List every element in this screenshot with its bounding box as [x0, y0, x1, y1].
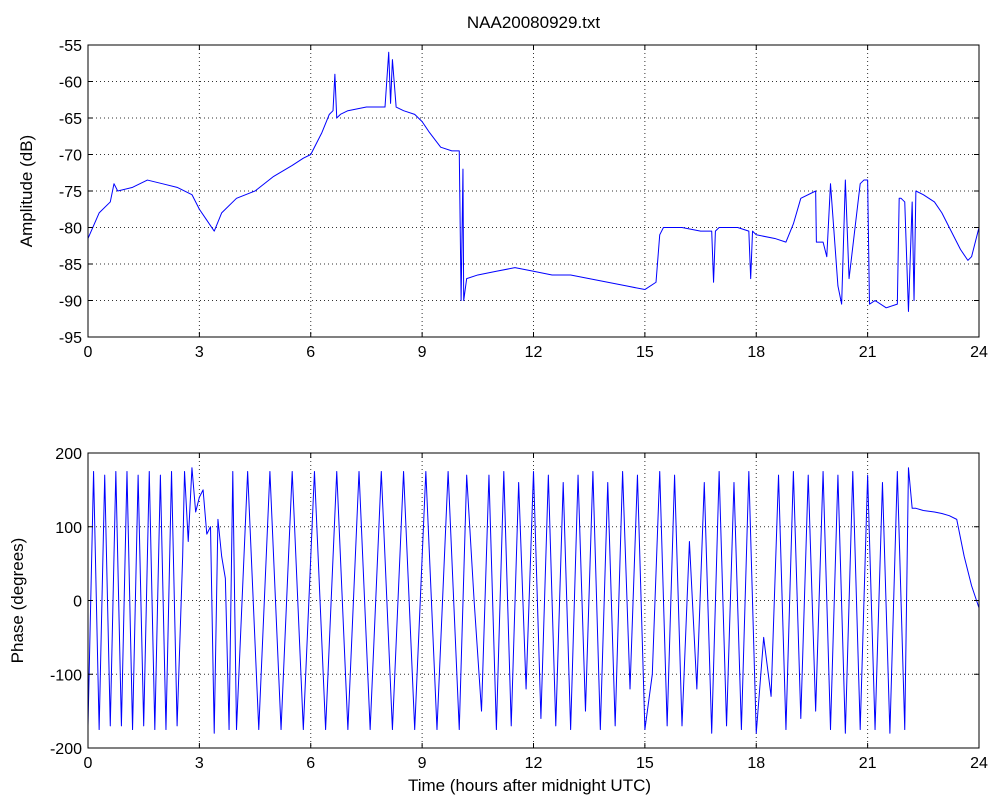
amplitude-xtick-label: 3 [195, 344, 204, 361]
amplitude-xtick-label: 24 [970, 344, 988, 361]
phase-xtick-label: 24 [970, 755, 988, 772]
phase-xtick-label: 15 [636, 755, 654, 772]
amplitude-xtick-label: 0 [84, 344, 93, 361]
phase-ytick-label: -100 [50, 667, 82, 684]
phase-series-group [87, 467, 980, 734]
phase-xtick-label: 3 [195, 755, 204, 772]
amplitude-ylabel: Amplitude (dB) [17, 135, 36, 247]
amplitude-ytick-label: -55 [59, 38, 82, 55]
chart-title: NAA20080929.txt [467, 13, 601, 32]
amplitude-xtick-label: 12 [525, 344, 543, 361]
phase-ytick-label: 0 [73, 594, 82, 611]
amplitude-series-line [87, 51, 980, 312]
amplitude-ytick-label: -90 [59, 294, 82, 311]
amplitude-ytick-label: -65 [59, 111, 82, 128]
amplitude-xtick-label: 6 [306, 344, 315, 361]
amplitude-ticks: 0 3 6 9 12 15 18 21 24 -55 -60 -65 -70 -75 -80 -85 -90 -9… [59, 38, 988, 361]
amplitude-xtick-label: 9 [418, 344, 427, 361]
phase-xtick-label: 12 [525, 755, 543, 772]
amplitude-series-group [87, 51, 980, 312]
phase-panel: 0 3 6 9 12 15 18 21 24 200 100 0 -100 -200 Time (hour… [8, 446, 988, 795]
amplitude-xtick-label: 18 [747, 344, 765, 361]
phase-series-line [87, 467, 980, 734]
amplitude-grid [88, 45, 979, 337]
amplitude-ytick-label: -60 [59, 75, 82, 92]
amplitude-ytick-label: -75 [59, 184, 82, 201]
phase-xtick-label: 0 [84, 755, 93, 772]
phase-ticks: 0 3 6 9 12 15 18 21 24 200 100 0 -100 -200 [50, 446, 988, 772]
amplitude-xtick-label: 21 [859, 344, 877, 361]
phase-xlabel: Time (hours after midnight UTC) [408, 776, 651, 795]
phase-ytick-label: 100 [55, 520, 82, 537]
amplitude-xtick-label: 15 [636, 344, 654, 361]
phase-xtick-label: 6 [306, 755, 315, 772]
amplitude-panel: 0 3 6 9 12 15 18 21 24 -55 -60 -65 -70 -75 -80 -85 -90 -9… [17, 13, 988, 361]
amplitude-ytick-label: -95 [59, 330, 82, 347]
phase-grid [88, 453, 979, 748]
phase-ytick-label: -200 [50, 741, 82, 758]
amplitude-ytick-label: -70 [59, 148, 82, 165]
phase-xtick-label: 18 [747, 755, 765, 772]
phase-xtick-label: 21 [859, 755, 877, 772]
phase-ytick-label: 200 [55, 446, 82, 463]
phase-xtick-label: 9 [418, 755, 427, 772]
amplitude-ytick-label: -85 [59, 257, 82, 274]
phase-ylabel: Phase (degrees) [8, 538, 27, 664]
amplitude-ytick-label: -80 [59, 221, 82, 238]
